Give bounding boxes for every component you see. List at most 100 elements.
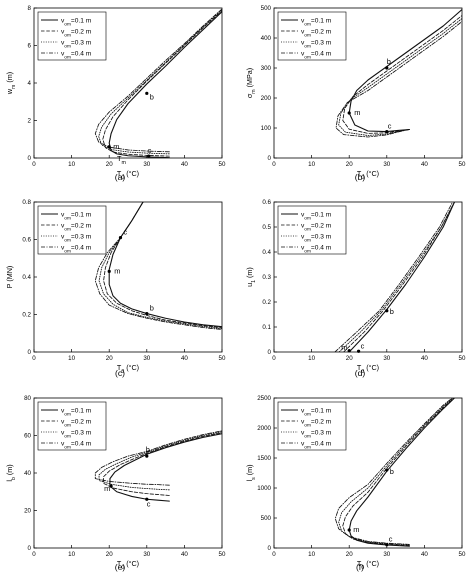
y-tick-label: 0 — [268, 349, 272, 356]
y-tick-label: 400 — [261, 35, 272, 42]
panel-d: 0 10 20 30 40 50 0 0.1 0.2 0.3 0.4 0.5 0.6 T0 (°C) u1 … — [245, 199, 466, 378]
y-axis-label: σm (MPa) — [245, 68, 257, 98]
x-tick-label: 40 — [181, 161, 188, 168]
series-line-2 — [103, 202, 222, 329]
x-tick-label: 10 — [68, 355, 75, 362]
y-tick-label: 0.4 — [22, 274, 31, 281]
legend-entry-1: vom=0.1 m — [61, 17, 92, 27]
series-line-2 — [103, 432, 222, 496]
plot-frame — [273, 7, 463, 159]
x-tick-label: 30 — [383, 355, 390, 362]
legend-entry-3: vom=0.3 m — [301, 233, 332, 243]
y-tick-label: 8 — [28, 5, 32, 12]
marker-point-b — [385, 468, 389, 472]
y-tick-label: 0.6 — [22, 237, 31, 244]
y-tick-label: 20 — [24, 508, 31, 515]
x-tick-label: 40 — [181, 355, 188, 362]
marker-label-c: c — [361, 341, 365, 350]
marker-point-m — [347, 111, 351, 115]
legend-entry-3: vom=0.3 m — [61, 233, 92, 243]
series-line-1 — [108, 11, 222, 158]
series-group — [94, 8, 222, 158]
marker-point-c — [147, 154, 151, 158]
series-line-2 — [102, 10, 222, 157]
series-line-3 — [338, 202, 455, 352]
marker-point-c — [118, 236, 123, 240]
marker-label-c: c — [123, 228, 127, 237]
x-tick-label: 0 — [32, 161, 36, 168]
series-line-4 — [335, 21, 462, 138]
y-axis-label: wm (m) — [5, 72, 17, 95]
y-tick-label: 0.3 — [262, 274, 271, 281]
x-axis-label: T0 (°C) — [357, 559, 379, 571]
x-tick-label: 10 — [308, 161, 315, 168]
marker-point-b — [145, 454, 149, 458]
series-group — [94, 202, 222, 330]
x-tick-label: 50 — [459, 355, 466, 362]
y-tick-label: 1500 — [257, 455, 271, 462]
legend-entry-4: vom=0.4 m — [61, 50, 92, 60]
legend-entry-4: vom=0.4 m — [301, 244, 332, 254]
y-axis-label: u1 (m) — [245, 267, 257, 287]
y-tick-label: 1000 — [257, 485, 271, 492]
x-tick-label: 40 — [181, 551, 188, 558]
y-tick-label: 2500 — [257, 395, 271, 402]
series-line-3 — [338, 398, 454, 546]
x-tick-label: 20 — [346, 161, 353, 168]
marker-label-Tm: Tm — [117, 154, 127, 166]
y-tick-label: 500 — [261, 515, 272, 522]
x-axis-label: T0 (°C) — [357, 169, 379, 181]
y-tick-label: 4 — [28, 80, 32, 87]
y-tick-label: 0 — [268, 545, 272, 552]
marker-label-m: m — [114, 266, 120, 275]
x-tick-label: 30 — [143, 355, 150, 362]
panel-label: (c) — [115, 368, 125, 378]
marker-label-c: c — [147, 499, 151, 508]
marker-point-m — [347, 349, 351, 353]
x-tick-label: 10 — [68, 161, 75, 168]
y-tick-label: 500 — [261, 5, 272, 12]
y-tick-label: 6 — [28, 43, 32, 50]
x-tick-label: 50 — [459, 161, 466, 168]
x-tick-label: 50 — [219, 355, 226, 362]
marker-label-c: c — [389, 535, 393, 544]
y-tick-label: 0.8 — [22, 199, 31, 206]
x-axis-label: T0 (°C) — [117, 559, 139, 571]
legend-entry-2: vom=0.2 m — [301, 222, 332, 232]
x-axis-label: T0 (°C) — [357, 363, 379, 375]
series-group — [334, 202, 456, 352]
legend-entry-1: vom=0.1 m — [61, 211, 92, 221]
marker-label-b: b — [150, 304, 154, 313]
marker-point-b — [385, 309, 389, 313]
series-line-3 — [98, 431, 222, 491]
series-line-3 — [338, 18, 462, 136]
x-tick-label: 50 — [219, 161, 226, 168]
marker-point-c — [385, 543, 389, 547]
x-tick-label: 0 — [32, 355, 36, 362]
legend-entry-2: vom=0.2 m — [61, 222, 92, 232]
marker-label-m: m — [354, 108, 360, 117]
legend-entry-2: vom=0.2 m — [301, 418, 332, 428]
marker-label-b: b — [390, 467, 394, 476]
marker-label-c: c — [388, 122, 392, 131]
y-tick-label: 300 — [261, 65, 272, 72]
series-group — [334, 398, 456, 547]
y-tick-label: 0.2 — [22, 312, 31, 319]
y-tick-label: 200 — [261, 95, 272, 102]
y-axis-label: lb (m) — [5, 464, 17, 481]
marker-point-c — [385, 130, 389, 134]
marker-point-m — [107, 145, 111, 149]
y-tick-label: 0 — [28, 349, 32, 356]
panel-label: (b) — [355, 172, 366, 182]
x-tick-label: 20 — [346, 355, 353, 362]
series-group — [94, 430, 222, 502]
series-line-2 — [342, 15, 462, 134]
x-axis-label: T0 (°C) — [117, 169, 139, 181]
x-tick-label: 10 — [308, 551, 315, 558]
legend-entry-3: vom=0.3 m — [301, 429, 332, 439]
y-tick-label: 0.2 — [262, 299, 271, 306]
y-tick-label: 0.1 — [262, 324, 271, 331]
y-axis-label: ls (m) — [245, 465, 257, 482]
y-tick-label: 0 — [28, 155, 32, 162]
